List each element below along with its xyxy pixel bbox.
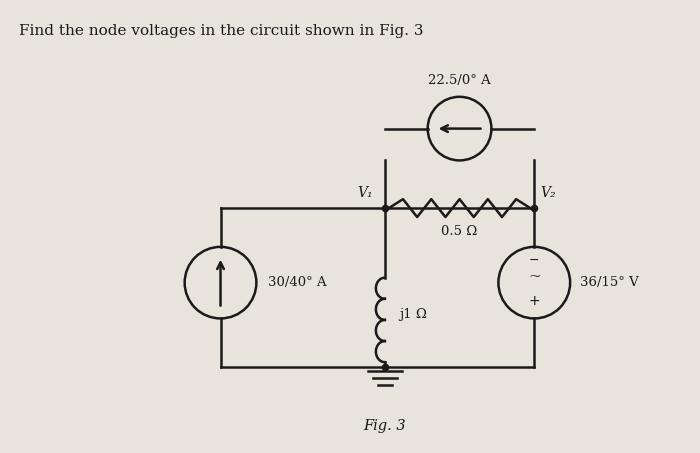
Text: Find the node voltages in the circuit shown in Fig. 3: Find the node voltages in the circuit sh…: [20, 24, 424, 38]
Text: 22.5/0° A: 22.5/0° A: [428, 74, 491, 87]
Text: j1 Ω: j1 Ω: [399, 308, 427, 322]
Text: V₁: V₁: [357, 186, 373, 200]
Text: 36/15° V: 36/15° V: [580, 276, 639, 289]
Text: 0.5 Ω: 0.5 Ω: [442, 225, 477, 238]
Text: ~: ~: [528, 270, 540, 284]
Text: 30/40° A: 30/40° A: [268, 276, 327, 289]
Text: Fig. 3: Fig. 3: [363, 419, 406, 433]
Text: V₂: V₂: [540, 186, 556, 200]
Text: −: −: [529, 254, 540, 267]
Text: +: +: [528, 294, 540, 308]
